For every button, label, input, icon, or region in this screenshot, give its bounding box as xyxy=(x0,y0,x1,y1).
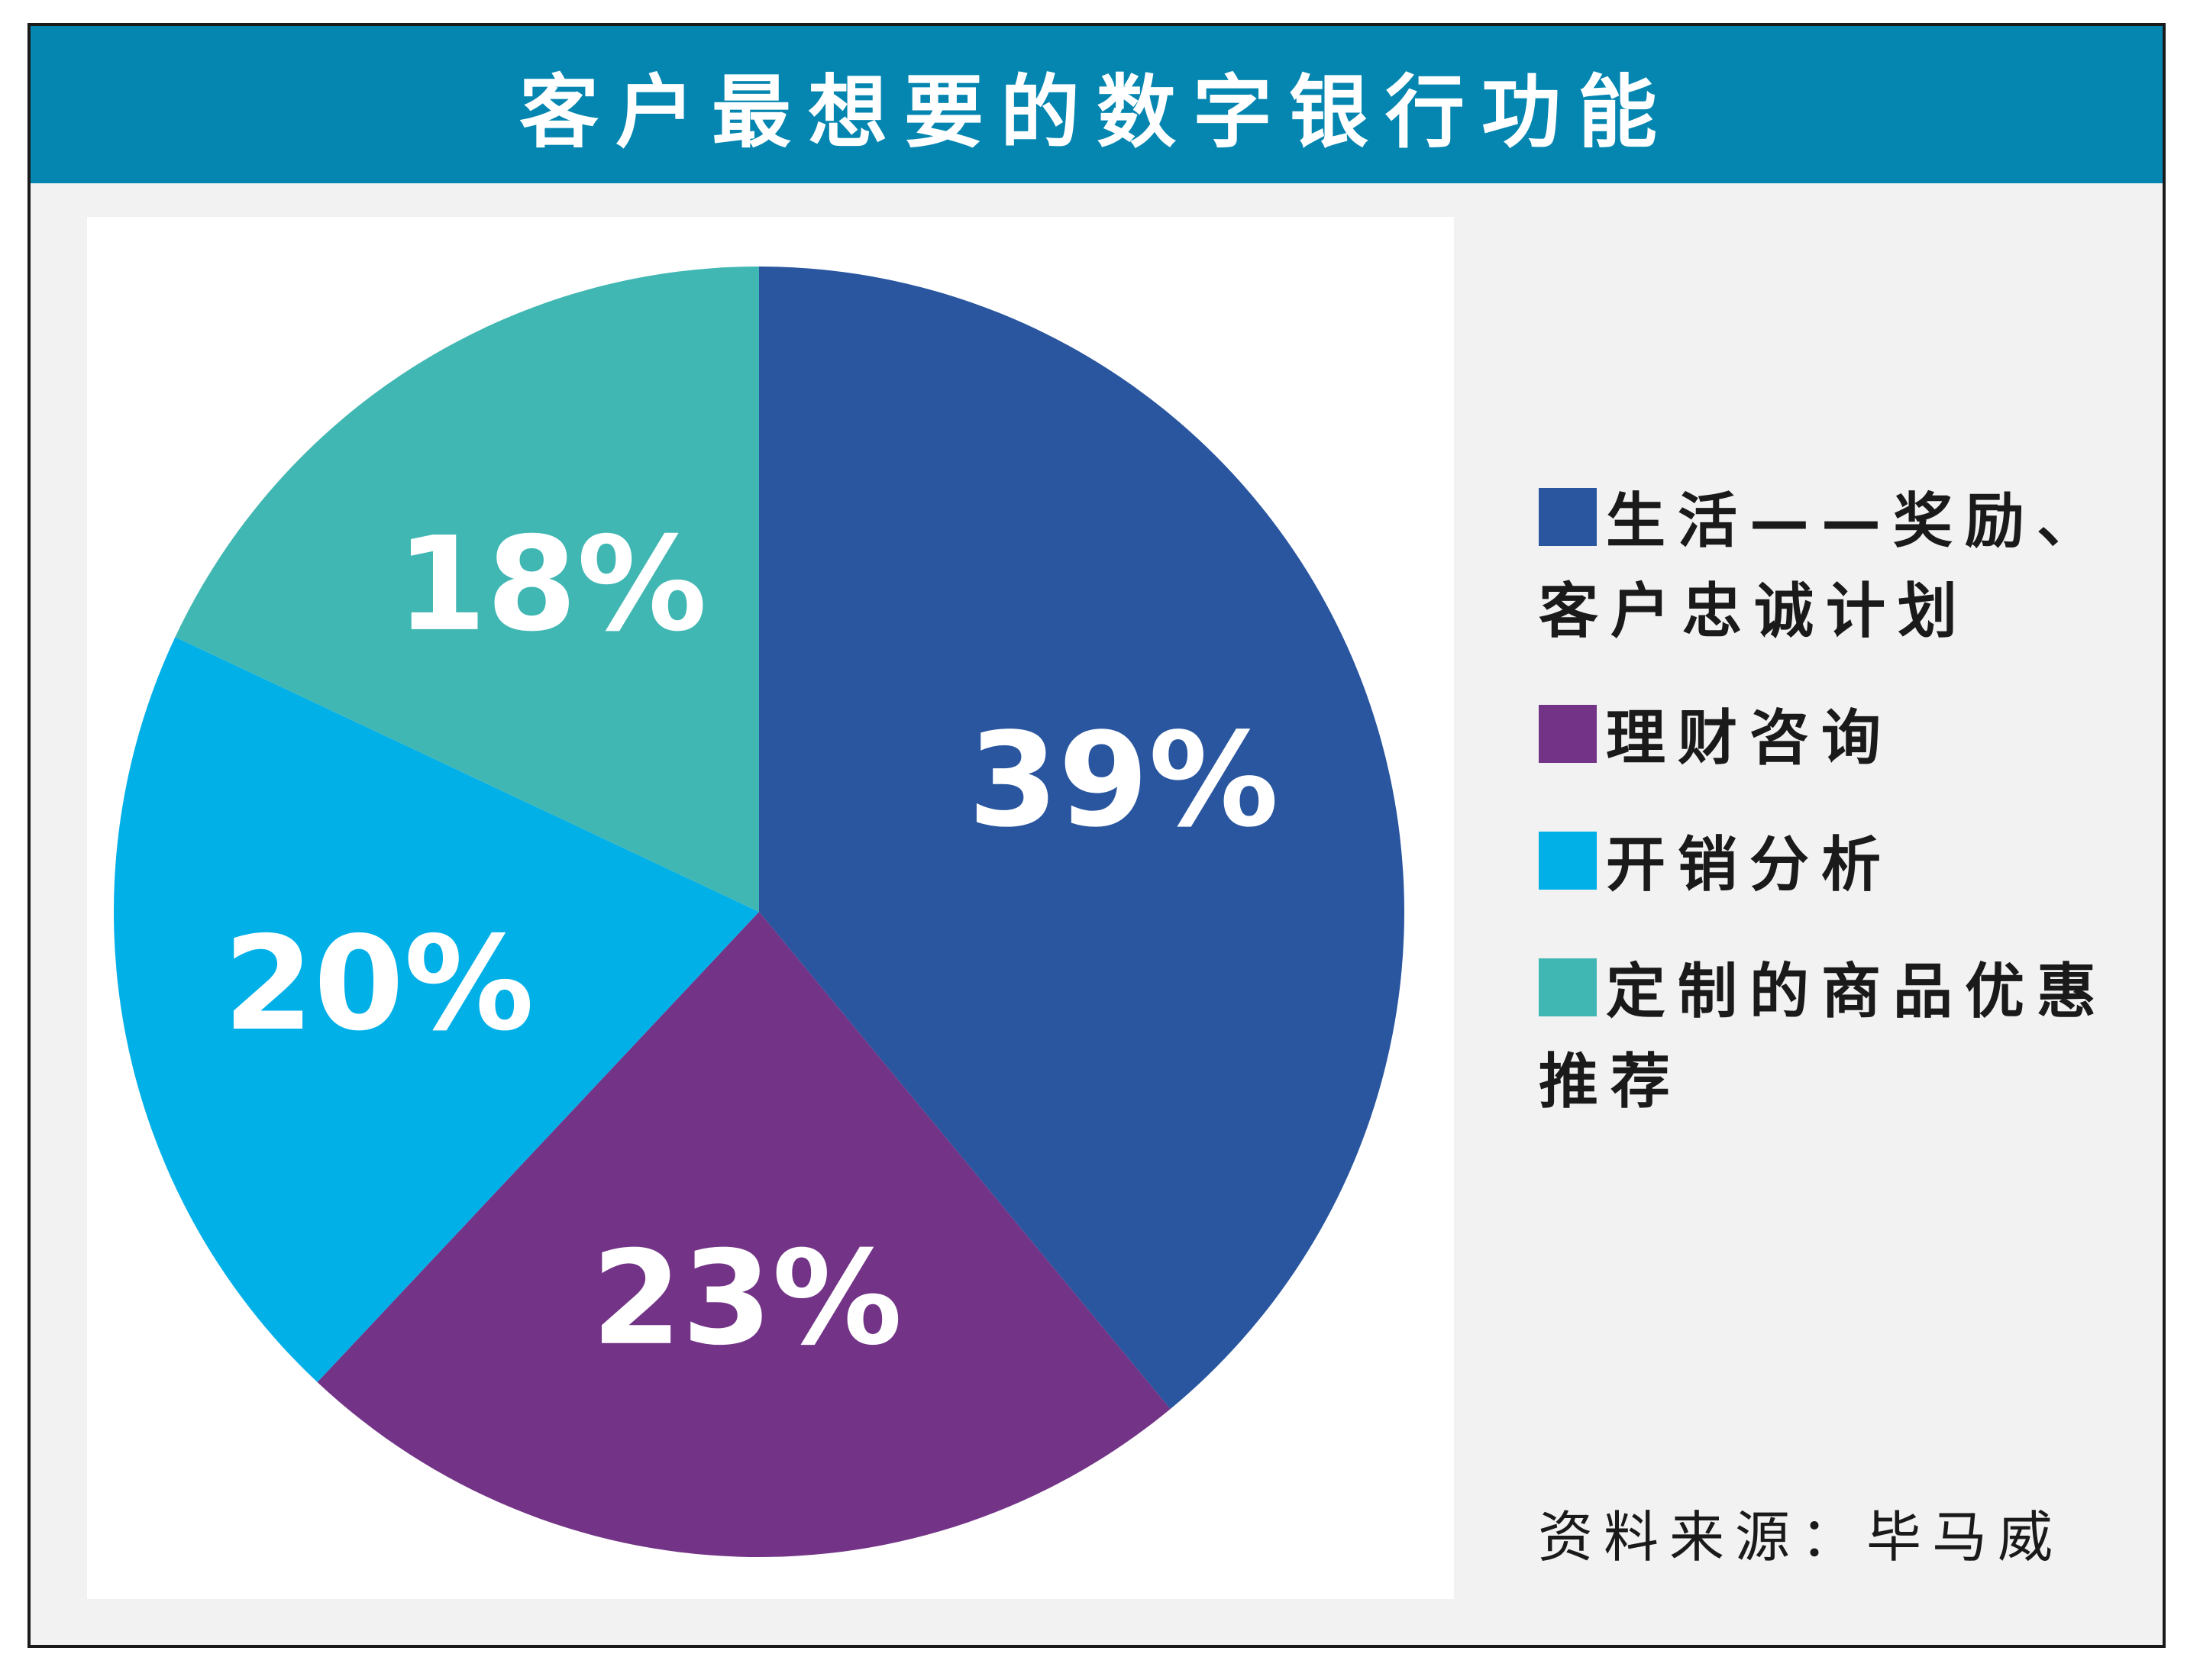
chart-title: 客户最想要的数字银行功能 xyxy=(519,65,1674,159)
legend-item-0: 生活——奖励、客户忠诚计划 xyxy=(1539,477,2150,657)
pie-slice-1 xyxy=(317,912,1171,1558)
legend-label-2: 开销分析 xyxy=(1606,831,1894,900)
pie-slice-0 xyxy=(759,267,1404,1410)
legend-item-2: 开销分析 xyxy=(1539,820,2150,910)
title-bar: 客户最想要的数字银行功能 xyxy=(31,26,2163,183)
legend-swatch-0 xyxy=(1539,488,1597,546)
legend-item-1: 理财咨询 xyxy=(1539,693,2150,783)
pie-slice-2 xyxy=(113,637,759,1382)
legend-swatch-3 xyxy=(1539,958,1597,1016)
legend-swatch-1 xyxy=(1539,705,1597,763)
pie-slice-3 xyxy=(175,267,759,912)
legend: 生活——奖励、客户忠诚计划 理财咨询 开销分析 定制的商品优惠推荐 xyxy=(1539,477,2150,1164)
legend-label-1: 理财咨询 xyxy=(1606,704,1894,773)
infographic-frame: 客户最想要的数字银行功能 39% 23% 20% 18% 生活——奖励、客户忠诚计划 … xyxy=(27,23,2166,1648)
pie-chart: 39% 23% 20% 18% xyxy=(113,267,1404,1558)
slice-value-label-0: 39% xyxy=(968,705,1279,856)
legend-item-3: 定制的商品优惠推荐 xyxy=(1539,947,2150,1127)
legend-label-0: 生活——奖励、客户忠诚计划 xyxy=(1539,487,2109,646)
plot-area: 39% 23% 20% 18% xyxy=(87,217,1454,1599)
slice-value-label-3: 18% xyxy=(396,509,707,661)
slice-value-label-1: 23% xyxy=(592,1223,903,1375)
legend-swatch-2 xyxy=(1539,832,1597,890)
slice-value-label-2: 20% xyxy=(224,909,535,1060)
source-note: 资料来源：毕马威 xyxy=(1537,1505,2063,1569)
legend-label-3: 定制的商品优惠推荐 xyxy=(1539,958,2109,1116)
